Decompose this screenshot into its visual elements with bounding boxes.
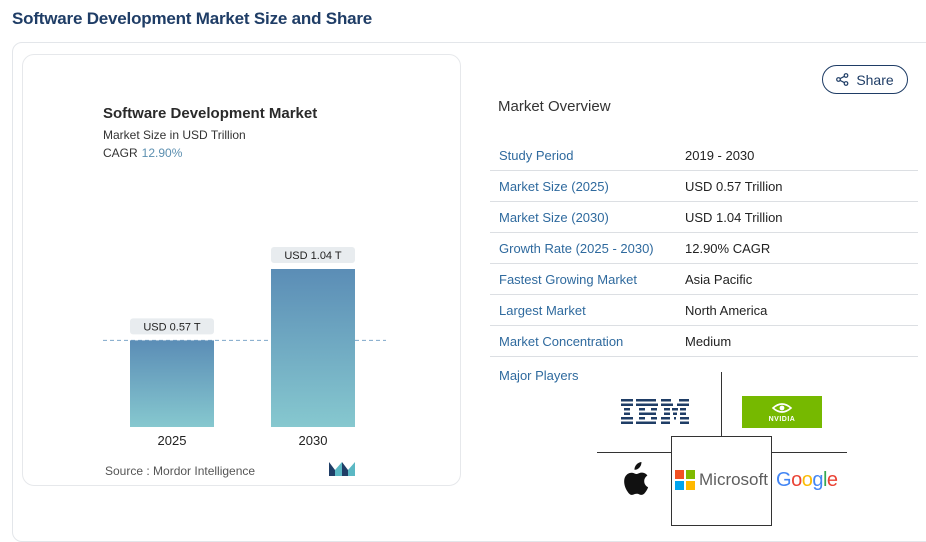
divider-horizontal-left <box>597 452 671 453</box>
overview-row-value: USD 1.04 Trillion <box>685 209 783 225</box>
data-label-bg-2030 <box>271 247 355 263</box>
major-players-label: Major Players <box>499 368 579 383</box>
overview-table: Study Period 2019 - 2030 Market Size (2025… <box>490 140 918 357</box>
ibm-logo-icon <box>621 399 689 424</box>
overview-row-label[interactable]: Largest Market <box>499 302 586 318</box>
nvidia-logo-icon: NVIDIA <box>742 396 822 428</box>
bar-2025 <box>130 340 214 427</box>
overview-row-value: Medium <box>685 333 732 349</box>
overview-row-label[interactable]: Fastest Growing Market <box>499 271 637 287</box>
chart-title: Software Development Market <box>103 105 318 122</box>
overview-row-value: Asia Pacific <box>685 271 753 287</box>
nvidia-eye-icon <box>771 402 793 413</box>
data-label-2030: USD 1.04 T <box>284 250 342 262</box>
share-icon <box>836 73 849 86</box>
major-players-grid: NVIDIA Microsoft Google <box>597 372 847 526</box>
overview-row: Market Size (2030) USD 1.04 Trillion <box>490 202 918 233</box>
overview-row-label[interactable]: Market Concentration <box>499 333 624 349</box>
microsoft-squares-icon <box>675 470 695 490</box>
overview-row-label[interactable]: Growth Rate (2025 - 2030) <box>499 240 654 256</box>
overview-title: Market Overview <box>498 98 611 115</box>
google-logo-icon: Google <box>776 469 838 491</box>
overview-row-label[interactable]: Market Size (2025) <box>499 178 609 194</box>
data-label-2025: USD 0.57 T <box>143 321 201 333</box>
cagr-value: 12.90% <box>141 146 183 160</box>
chart-subtitle: Market Size in USD Trillion <box>103 128 246 142</box>
microsoft-wordmark: Microsoft <box>699 470 768 489</box>
mordor-intelligence-logo-icon <box>329 462 355 476</box>
overview-row: Growth Rate (2025 - 2030) 12.90% CAGR <box>490 233 918 264</box>
bar-2030 <box>271 269 355 427</box>
divider-horizontal-right <box>772 452 847 453</box>
share-label: Share <box>856 71 894 88</box>
chart-source: Source : Mordor Intelligence <box>105 464 256 478</box>
overview-row-value: 12.90% CAGR <box>685 240 771 256</box>
overview-row-value: 2019 - 2030 <box>685 147 755 163</box>
cagr-label: CAGR <box>103 146 138 160</box>
overview-row: Study Period 2019 - 2030 <box>490 140 918 171</box>
bar-chart: USD 0.57 T 2025 USD 1.04 T 2030 <box>103 247 386 448</box>
overview-row: Market Concentration Medium <box>490 326 918 357</box>
overview-row-value: USD 0.57 Trillion <box>685 178 783 194</box>
overview-row: Market Size (2025) USD 0.57 Trillion <box>490 171 918 202</box>
x-tick-label-2030: 2030 <box>299 433 328 448</box>
chart-cagr: CAGR 12.90% <box>103 146 182 160</box>
overview-row-label[interactable]: Market Size (2030) <box>499 209 609 225</box>
overview-row-label[interactable]: Study Period <box>499 147 574 163</box>
page-title: Software Development Market Size and Sha… <box>12 9 373 28</box>
data-label-bg-2025 <box>130 318 214 335</box>
overview-row: Largest Market North America <box>490 295 918 326</box>
overview-row-value: North America <box>685 302 768 318</box>
x-tick-label-2025: 2025 <box>158 433 187 448</box>
apple-logo-icon <box>624 462 649 495</box>
divider-vertical <box>721 372 722 436</box>
share-button[interactable]: Share <box>822 65 908 94</box>
microsoft-logo-icon: Microsoft <box>675 470 768 490</box>
microsoft-logo-box: Microsoft <box>671 436 772 526</box>
chart-card: Software Development Market Market Size … <box>22 54 461 486</box>
overview-row: Fastest Growing Market Asia Pacific <box>490 264 918 295</box>
